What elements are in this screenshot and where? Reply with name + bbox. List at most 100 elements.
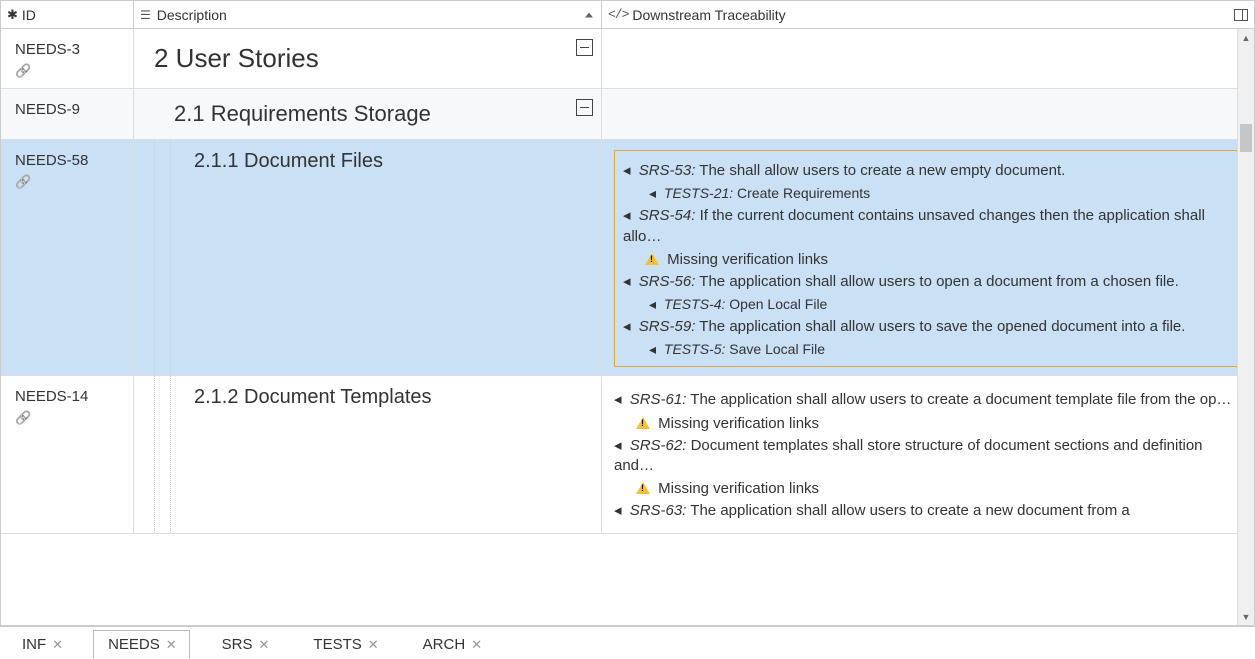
indent-guide	[154, 140, 184, 375]
trace-text: The application shall allow users to cre…	[686, 502, 1129, 519]
trace-sub-link[interactable]: ◂ TESTS-21: Create Requirements	[623, 185, 1233, 202]
tab-label: TESTS	[313, 636, 361, 653]
link-icon[interactable]	[15, 173, 123, 190]
trace-text: The shall allow users to create a new em…	[695, 162, 1065, 179]
requirement-id: NEEDS-14	[15, 388, 88, 405]
table-row[interactable]: NEEDS-92.1 Requirements Storage	[1, 89, 1254, 140]
trace-link[interactable]: ◂ SRS-59: The application shall allow us…	[623, 317, 1233, 337]
traceability-cell	[602, 29, 1254, 88]
link-icon[interactable]	[15, 409, 123, 426]
description-heading: 2.1.1 Document Files	[144, 148, 591, 175]
requirement-id: NEEDS-58	[15, 152, 88, 169]
warning-icon	[645, 253, 659, 265]
traceability-content: ◂ SRS-61: The application shall allow us…	[614, 390, 1242, 521]
trace-ref: SRS-59:	[639, 318, 696, 335]
triangle-left-icon: ◂	[649, 296, 656, 312]
trace-link[interactable]: ◂ SRS-56: The application shall allow us…	[623, 272, 1233, 292]
trace-text: The application shall allow users to cre…	[686, 391, 1231, 408]
trace-ref: SRS-62:	[630, 437, 687, 454]
triangle-left-icon: ◂	[623, 318, 631, 335]
triangle-left-icon: ◂	[614, 502, 622, 519]
traceability-cell: ◂ SRS-61: The application shall allow us…	[602, 376, 1254, 533]
trace-sub-link[interactable]: ◂ TESTS-5: Save Local File	[623, 341, 1233, 358]
column-header-description[interactable]: Description	[134, 1, 602, 28]
trace-sub-ref: TESTS-21:	[664, 185, 733, 201]
tab-needs[interactable]: NEEDS ✕	[93, 630, 190, 658]
trace-link[interactable]: ◂ SRS-63: The application shall allow us…	[614, 501, 1242, 521]
trace-link[interactable]: ◂ SRS-53: The shall allow users to creat…	[623, 161, 1233, 181]
scroll-thumb[interactable]	[1240, 124, 1252, 152]
trace-ref: SRS-63:	[630, 502, 687, 519]
id-cell: NEEDS-9	[1, 89, 134, 139]
column-header-id-label: ID	[22, 7, 36, 23]
close-icon[interactable]: ✕	[368, 637, 379, 653]
trace-ref: SRS-56:	[639, 273, 696, 290]
triangle-left-icon: ◂	[649, 341, 656, 357]
trace-sub-link[interactable]: ◂ TESTS-4: Open Local File	[623, 296, 1233, 313]
tab-arch[interactable]: ARCH ✕	[409, 631, 494, 658]
triangle-left-icon: ◂	[614, 391, 622, 408]
triangle-left-icon: ◂	[623, 162, 631, 179]
description-heading: 2 User Stories	[144, 37, 591, 80]
link-icon[interactable]	[15, 62, 123, 79]
tab-label: SRS	[222, 636, 253, 653]
trace-text: The application shall allow users to ope…	[695, 273, 1178, 290]
warning-icon	[636, 482, 650, 494]
close-icon[interactable]: ✕	[471, 637, 482, 653]
trace-link[interactable]: ◂ SRS-62: Document templates shall store…	[614, 436, 1242, 477]
document-tabs: INF ✕ NEEDS ✕ SRS ✕ TESTS ✕ ARCH ✕	[0, 626, 1255, 658]
trace-sub-text: Open Local File	[725, 296, 827, 312]
layout-toggle-icon[interactable]	[1234, 9, 1248, 21]
triangle-left-icon: ◂	[649, 185, 656, 201]
requirements-grid: ID Description Downstream Traceability N…	[0, 0, 1255, 626]
tab-label: INF	[22, 636, 46, 653]
description-cell[interactable]: 2.1 Requirements Storage	[134, 89, 602, 139]
close-icon[interactable]: ✕	[52, 637, 63, 653]
traceability-cell	[602, 89, 1254, 139]
collapse-button[interactable]	[576, 99, 593, 116]
description-heading: 2.1.2 Document Templates	[144, 384, 591, 411]
trace-text: Document templates shall store structure…	[614, 437, 1203, 474]
tab-srs[interactable]: SRS ✕	[208, 631, 282, 658]
tab-tests[interactable]: TESTS ✕	[299, 631, 390, 658]
id-cell: NEEDS-3	[1, 29, 134, 88]
warning-text: Missing verification links	[663, 251, 828, 268]
close-icon[interactable]: ✕	[259, 637, 270, 653]
trace-sub-text: Create Requirements	[733, 185, 870, 201]
collapse-button[interactable]	[576, 39, 593, 56]
tab-inf[interactable]: INF ✕	[8, 631, 75, 658]
column-header-id[interactable]: ID	[1, 1, 134, 28]
trace-text: If the current document contains unsaved…	[623, 207, 1205, 244]
trace-link[interactable]: ◂ SRS-54: If the current document contai…	[623, 206, 1233, 247]
column-header-traceability[interactable]: Downstream Traceability	[602, 1, 1254, 28]
trace-ref: SRS-61:	[630, 391, 687, 408]
tab-label: ARCH	[423, 636, 466, 653]
close-icon[interactable]: ✕	[166, 637, 177, 653]
trace-sub-ref: TESTS-5:	[664, 341, 725, 357]
trace-link[interactable]: ◂ SRS-61: The application shall allow us…	[614, 390, 1242, 410]
trace-sub-ref: TESTS-4:	[664, 296, 725, 312]
scroll-down-button[interactable]: ▼	[1238, 608, 1254, 625]
scroll-up-button[interactable]: ▲	[1238, 29, 1254, 46]
table-row[interactable]: NEEDS-14 2.1.2 Document Templates ◂ SRS-61…	[1, 376, 1254, 534]
trace-sub-text: Save Local File	[725, 341, 825, 357]
description-cell[interactable]: 2.1.1 Document Files	[134, 140, 602, 375]
triangle-left-icon: ◂	[614, 437, 622, 454]
triangle-left-icon: ◂	[623, 207, 631, 224]
table-row[interactable]: NEEDS-58 2.1.1 Document Files ◂ SRS-53: Th…	[1, 140, 1254, 376]
tab-label: NEEDS	[108, 636, 160, 653]
vertical-scrollbar[interactable]: ▲ ▼	[1237, 29, 1254, 625]
trace-ref: SRS-54:	[639, 207, 696, 224]
warning-message: Missing verification links	[614, 480, 1242, 497]
warning-text: Missing verification links	[654, 415, 819, 432]
column-header-row: ID Description Downstream Traceability	[1, 1, 1254, 29]
description-cell[interactable]: 2 User Stories	[134, 29, 602, 88]
traceability-content: ◂ SRS-53: The shall allow users to creat…	[614, 150, 1242, 367]
table-row[interactable]: NEEDS-3 2 User Stories	[1, 29, 1254, 89]
id-cell: NEEDS-58	[1, 140, 134, 375]
column-header-description-label: Description	[157, 7, 227, 23]
id-cell: NEEDS-14	[1, 376, 134, 533]
grid-rows: NEEDS-32 User StoriesNEEDS-92.1 Requirem…	[1, 29, 1254, 625]
description-cell[interactable]: 2.1.2 Document Templates	[134, 376, 602, 533]
requirement-id: NEEDS-3	[15, 41, 80, 58]
